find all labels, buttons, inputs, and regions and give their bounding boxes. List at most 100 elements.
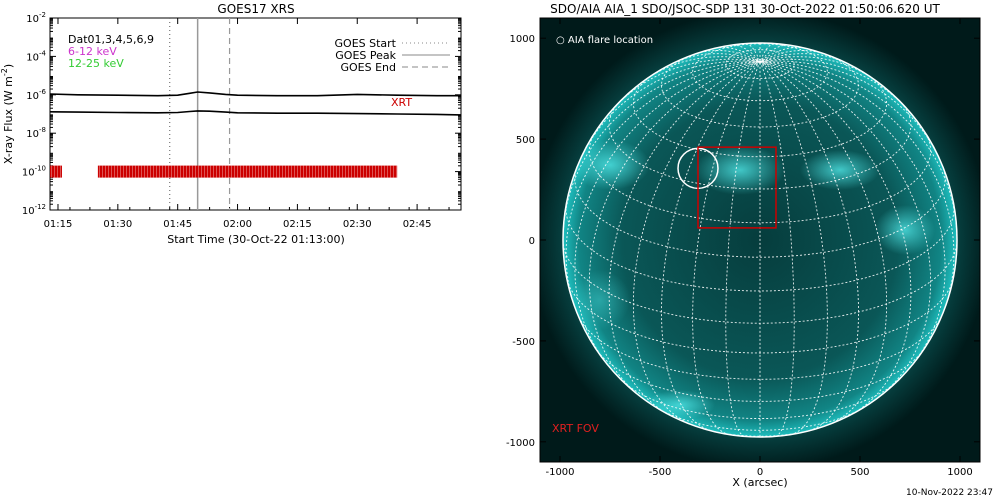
- meridian-line: [632, 61, 761, 425]
- meridian-line: [645, 56, 761, 80]
- x-tick-label: 01:30: [103, 219, 132, 230]
- aia-y-axis: -1000 -500 0 500 1000: [506, 34, 980, 449]
- y-tick-exponent: -10: [35, 165, 46, 173]
- parallel-line: [578, 317, 942, 380]
- y-tick-label: 0: [529, 236, 535, 247]
- y-tick-label: 10-6: [26, 88, 46, 102]
- xrt-fov-label: XRT FOV: [552, 422, 599, 435]
- flare-location-text: AIA flare location: [568, 35, 653, 46]
- meridian-line: [759, 43, 775, 62]
- parallel-line: [574, 166, 946, 258]
- x-tick-label: -500: [649, 467, 672, 478]
- aia-overlays: [677, 146, 777, 229]
- heliographic-grid: [562, 42, 958, 438]
- x-tick-label: 02:00: [223, 219, 252, 230]
- goes-event-lines: [169, 18, 231, 210]
- y-tick-base: 10: [22, 168, 35, 179]
- parallel-line: [608, 102, 912, 190]
- goes-plot-frame: [49, 17, 462, 211]
- active-region: [875, 205, 935, 255]
- meridian-line: [692, 61, 761, 436]
- y-tick-label: 10-12: [22, 203, 46, 217]
- x-tick-label: 02:15: [283, 219, 312, 230]
- legend-label: GOES End: [340, 61, 396, 74]
- aia-title: SDO/AIA AIA_1 SDO/JSOC-SDP 131 30-Oct-20…: [550, 2, 940, 16]
- xrt-interval: [50, 165, 62, 178]
- solar-limb: [562, 42, 958, 438]
- series-line-long: [49, 91, 461, 97]
- y-tick-label: 10-4: [26, 49, 46, 63]
- goes-x-axis: 01:15 01:30 01:45 02:00 02:15 02:30 02:45: [44, 18, 450, 230]
- meridian-line: [732, 44, 761, 62]
- goes-y-label: X-ray Flux (W m-2): [0, 64, 15, 164]
- parallel-line: [661, 52, 859, 128]
- goes-x-label: Start Time (30-Oct-22 01:13:00): [167, 233, 345, 246]
- active-region: [570, 270, 630, 330]
- flare-location-label: ○ AIA flare location: [556, 35, 653, 46]
- y-tick-base: 10: [26, 14, 39, 25]
- parallel-line: [566, 279, 954, 354]
- meridian-line: [608, 61, 761, 417]
- x-tick-label: -1000: [545, 467, 574, 478]
- meridian-line: [661, 61, 761, 432]
- flare-location-marker-icon: ○: [556, 35, 568, 46]
- meridian-line: [745, 43, 761, 62]
- y-tick-label: 10-10: [22, 165, 46, 179]
- y-tick-base: 10: [26, 129, 39, 140]
- meridian-line: [715, 47, 761, 62]
- y-tick-base: 10: [26, 91, 39, 102]
- meridian-line: [615, 58, 761, 106]
- parallel-line: [657, 407, 863, 431]
- goes-y-label-sup: -2: [0, 68, 9, 76]
- meridian-line: [565, 61, 761, 310]
- goes-y-label-close: ): [2, 64, 15, 68]
- info-label: Dat01,3,4,5,6,9: [68, 33, 154, 46]
- parallel-line: [632, 73, 888, 158]
- goes-title: GOES17 XRS: [217, 2, 294, 16]
- aia-image: ○ AIA flare location XRT FOV: [540, 18, 980, 462]
- y-tick-label: 10-8: [26, 126, 46, 140]
- y-tick-exponent: -12: [35, 203, 46, 211]
- series-line-short: [49, 110, 462, 116]
- meridian-line: [677, 53, 761, 62]
- info-label: 6-12 keV: [68, 45, 117, 58]
- y-tick-exponent: -4: [39, 49, 47, 57]
- aia-x-axis: -1000 -500 0 500 1000: [545, 18, 973, 478]
- meridian-line: [759, 53, 843, 62]
- parallel-line: [725, 49, 795, 80]
- x-tick-label: 02:30: [343, 219, 372, 230]
- active-region: [570, 140, 650, 190]
- y-tick-exponent: -8: [39, 126, 46, 134]
- y-tick-base: 10: [26, 52, 39, 63]
- active-region: [695, 145, 785, 195]
- meridian-line: [759, 61, 955, 310]
- y-tick-label: 1000: [510, 34, 535, 45]
- legend-label: GOES Start: [335, 37, 397, 50]
- footer-timestamp: 10-Nov-2022 23:47: [906, 488, 993, 498]
- x-tick-label: 01:45: [163, 219, 192, 230]
- y-tick-label: -500: [512, 337, 535, 348]
- aia-panel: SDO/AIA AIA_1 SDO/JSOC-SDP 131 30-Oct-20…: [506, 2, 981, 489]
- meridian-line: [759, 61, 859, 432]
- y-tick-base: 10: [22, 206, 35, 217]
- meridian-line: [759, 56, 875, 80]
- meridian-line: [759, 61, 912, 417]
- info-label: 12-25 keV: [68, 57, 124, 70]
- goes-series: [49, 91, 462, 116]
- goes-y-label-main: X-ray Flux (W m: [2, 76, 15, 164]
- y-tick-exponent: -2: [39, 11, 46, 19]
- active-regions: [570, 140, 935, 420]
- y-tick-label: 10-2: [26, 11, 46, 25]
- aia-x-label: X (arcsec): [732, 476, 787, 489]
- meridian-line: [759, 61, 888, 425]
- parallel-line: [692, 43, 828, 102]
- meridian-line: [759, 50, 824, 62]
- parallel-line: [562, 239, 958, 324]
- meridian-line: [759, 61, 828, 436]
- y-tick-label: -1000: [506, 438, 535, 449]
- meridian-line: [759, 44, 788, 62]
